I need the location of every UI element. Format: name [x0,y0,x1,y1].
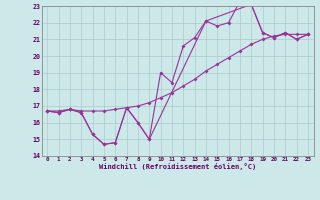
X-axis label: Windchill (Refroidissement éolien,°C): Windchill (Refroidissement éolien,°C) [99,163,256,170]
